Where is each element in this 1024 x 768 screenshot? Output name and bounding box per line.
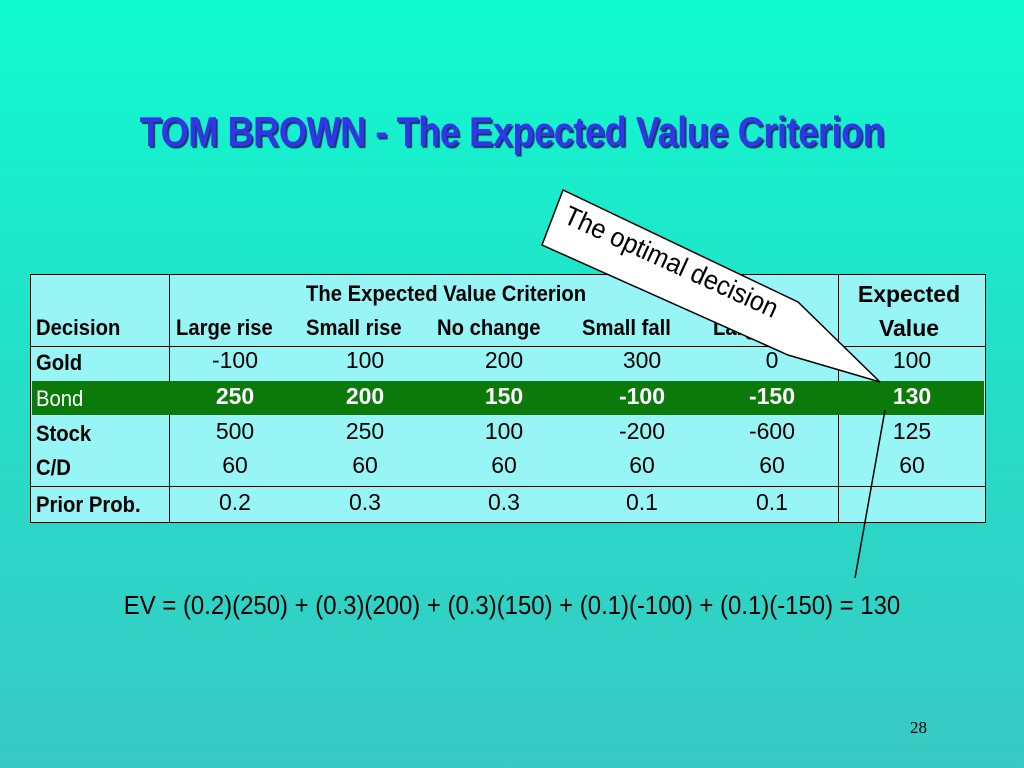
ev-cell: 125	[892, 418, 932, 444]
prior-cell: 0.2	[219, 489, 251, 515]
table-cell: -100	[618, 383, 666, 409]
table-cell: -200	[618, 418, 666, 444]
page-number: 28	[910, 718, 927, 737]
table-cell: 250	[345, 418, 385, 444]
ev-cell: 100	[892, 347, 932, 373]
divider	[31, 346, 985, 347]
row-label-stock: Stock	[36, 421, 92, 446]
row-label-gold: Gold	[36, 350, 83, 375]
table-cell: 200	[484, 347, 524, 373]
table-cell: 300	[622, 347, 662, 373]
ev-cell: 60	[899, 452, 925, 478]
prior-cell: 0.1	[756, 489, 788, 515]
expected-header-line2: Value	[878, 315, 940, 341]
table-cell: -100	[211, 347, 259, 373]
divider	[31, 486, 985, 487]
table-cell: 100	[484, 418, 524, 444]
callout-arrow-shape	[541, 188, 881, 383]
table-cell: 60	[352, 452, 378, 478]
table-cell: 150	[484, 383, 524, 409]
ev-formula: EV = (0.2)(250) + (0.3)(200) + (0.3)(150…	[123, 590, 901, 620]
header-group-label: The Expected Value Criterion	[306, 281, 587, 306]
table-cell: 60	[759, 452, 785, 478]
row-label-prior-prob: Prior Prob.	[36, 492, 141, 517]
pointer-line	[854, 409, 886, 579]
bond-row-highlight	[32, 381, 984, 415]
decision-header: Decision	[36, 315, 121, 340]
table-cell: -150	[748, 383, 796, 409]
table-cell: 60	[491, 452, 517, 478]
row-label-bond: Bond	[36, 386, 84, 411]
slide-title: TOM BROWN - The Expected Value Criterion	[139, 108, 885, 155]
table-cell: -600	[748, 418, 796, 444]
col-header-small-fall: Small fall	[582, 315, 671, 340]
table-cell: 60	[222, 452, 248, 478]
table-cell: 500	[215, 418, 255, 444]
table-cell: 60	[629, 452, 655, 478]
prior-cell: 0.1	[626, 489, 658, 515]
col-header-large-rise: Large rise	[176, 315, 273, 340]
prior-cell: 0.3	[488, 489, 520, 515]
table-cell: 100	[345, 347, 385, 373]
col-header-small-rise: Small rise	[306, 315, 402, 340]
table-cell: 0	[765, 347, 779, 373]
row-label-cd: C/D	[36, 455, 71, 480]
payoff-table: The Expected Value Criterion Decision La…	[30, 274, 986, 523]
ev-cell-optimal: 130	[892, 383, 932, 409]
col-header-no-change: No change	[437, 315, 541, 340]
expected-header-line1: Expected	[857, 281, 961, 307]
table-cell: 250	[215, 383, 255, 409]
prior-cell: 0.3	[349, 489, 381, 515]
table-cell: 200	[345, 383, 385, 409]
